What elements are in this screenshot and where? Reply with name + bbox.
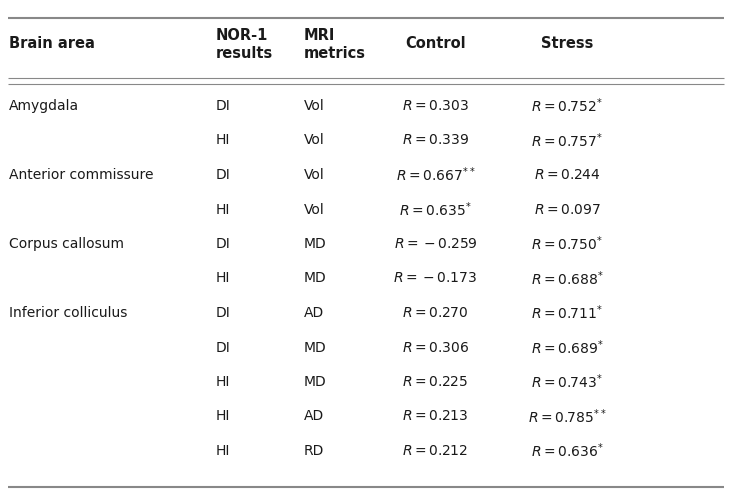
- Text: $R = 0.636^{*}$: $R = 0.636^{*}$: [531, 442, 604, 460]
- Text: HI: HI: [216, 410, 231, 423]
- Text: AD: AD: [304, 410, 324, 423]
- Text: AD: AD: [304, 306, 324, 320]
- Text: MRI: MRI: [304, 27, 335, 43]
- Text: Vol: Vol: [304, 99, 324, 113]
- Text: MD: MD: [304, 375, 326, 389]
- Text: DI: DI: [216, 168, 231, 182]
- Text: Inferior colliculus: Inferior colliculus: [9, 306, 127, 320]
- Text: MD: MD: [304, 340, 326, 354]
- Text: DI: DI: [216, 340, 231, 354]
- Text: Brain area: Brain area: [9, 36, 94, 52]
- Text: NOR-1: NOR-1: [216, 27, 269, 43]
- Text: $R = 0.743^{*}$: $R = 0.743^{*}$: [531, 373, 603, 391]
- Text: Vol: Vol: [304, 134, 324, 148]
- Text: metrics: metrics: [304, 46, 366, 61]
- Text: Anterior commissure: Anterior commissure: [9, 168, 153, 182]
- Text: Stress: Stress: [541, 36, 594, 52]
- Text: $R = 0.667^{**}$: $R = 0.667^{**}$: [396, 166, 475, 184]
- Text: results: results: [216, 46, 273, 61]
- Text: $R = 0.752^{*}$: $R = 0.752^{*}$: [531, 97, 603, 115]
- Text: Amygdala: Amygdala: [9, 99, 79, 113]
- Text: $R = 0.306$: $R = 0.306$: [402, 340, 469, 354]
- Text: Control: Control: [406, 36, 466, 52]
- Text: MD: MD: [304, 237, 326, 251]
- Text: $R = 0.244$: $R = 0.244$: [534, 168, 601, 182]
- Text: $R = 0.213$: $R = 0.213$: [403, 410, 468, 423]
- Text: Corpus callosum: Corpus callosum: [9, 237, 124, 251]
- Text: $R = 0.711^{*}$: $R = 0.711^{*}$: [531, 304, 603, 322]
- Text: Vol: Vol: [304, 168, 324, 182]
- Text: $R = 0.270$: $R = 0.270$: [402, 306, 469, 320]
- Text: DI: DI: [216, 99, 231, 113]
- Text: $R = 0.212$: $R = 0.212$: [403, 444, 468, 458]
- Text: HI: HI: [216, 375, 231, 389]
- Text: $R = 0.339$: $R = 0.339$: [402, 134, 469, 148]
- Text: $R = 0.785^{**}$: $R = 0.785^{**}$: [528, 407, 607, 426]
- Text: HI: HI: [216, 444, 231, 458]
- Text: DI: DI: [216, 237, 231, 251]
- Text: $R = 0.225$: $R = 0.225$: [403, 375, 468, 389]
- Text: Vol: Vol: [304, 202, 324, 217]
- Text: $R = 0.757^{*}$: $R = 0.757^{*}$: [531, 131, 603, 150]
- Text: $R = 0.689^{*}$: $R = 0.689^{*}$: [531, 338, 604, 357]
- Text: $R = 0.635^{*}$: $R = 0.635^{*}$: [399, 200, 472, 219]
- Text: HI: HI: [216, 271, 231, 285]
- Text: $R = 0.097$: $R = 0.097$: [534, 202, 601, 217]
- Text: RD: RD: [304, 444, 324, 458]
- Text: DI: DI: [216, 306, 231, 320]
- Text: HI: HI: [216, 134, 231, 148]
- Text: $R = 0.688^{*}$: $R = 0.688^{*}$: [531, 269, 604, 288]
- Text: HI: HI: [216, 202, 231, 217]
- Text: $R = 0.303$: $R = 0.303$: [402, 99, 469, 113]
- Text: $R = 0.750^{*}$: $R = 0.750^{*}$: [531, 235, 603, 253]
- Text: $R = -0.173$: $R = -0.173$: [393, 271, 478, 285]
- Text: MD: MD: [304, 271, 326, 285]
- Text: $R = -0.259$: $R = -0.259$: [394, 237, 477, 251]
